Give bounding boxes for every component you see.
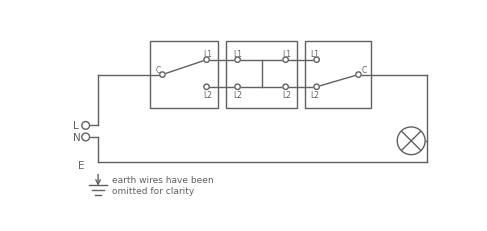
Text: omitted for clarity: omitted for clarity <box>112 186 194 195</box>
Text: L2: L2 <box>204 91 213 100</box>
Bar <box>305 42 371 109</box>
Bar <box>150 42 218 109</box>
Circle shape <box>283 85 288 90</box>
Circle shape <box>356 73 361 78</box>
Text: L2: L2 <box>311 91 319 100</box>
Text: earth wires have been: earth wires have been <box>112 175 214 184</box>
Circle shape <box>204 85 209 90</box>
Circle shape <box>82 122 90 130</box>
Text: E: E <box>78 161 84 171</box>
Circle shape <box>160 73 165 78</box>
Circle shape <box>235 58 240 63</box>
Text: C: C <box>156 65 161 74</box>
Text: L2: L2 <box>282 91 292 100</box>
Bar <box>226 42 297 109</box>
Text: N: N <box>73 132 80 142</box>
Circle shape <box>283 58 288 63</box>
Text: L1: L1 <box>311 50 319 59</box>
Circle shape <box>397 127 425 155</box>
Text: L1: L1 <box>282 50 292 59</box>
Circle shape <box>204 58 209 63</box>
Circle shape <box>82 134 90 141</box>
Text: L1: L1 <box>233 50 242 59</box>
Text: L: L <box>74 121 79 131</box>
Text: L2: L2 <box>233 91 242 100</box>
Circle shape <box>314 85 319 90</box>
Circle shape <box>235 85 240 90</box>
Circle shape <box>314 58 319 63</box>
Text: C: C <box>361 65 367 74</box>
Text: L1: L1 <box>204 50 213 59</box>
